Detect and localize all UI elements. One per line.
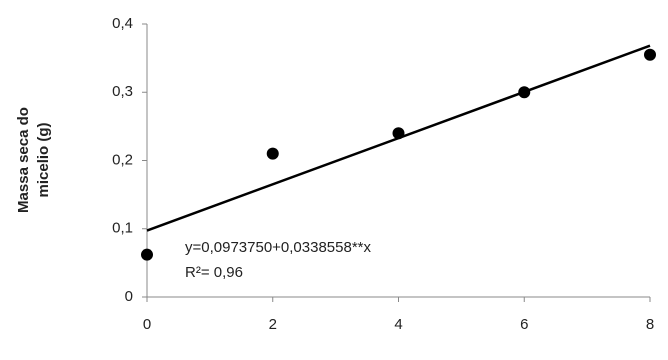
y-axis-label: micelio (g) [35,122,52,197]
x-tick-label: 6 [520,316,528,333]
x-tick-label: 0 [143,316,151,333]
annotation: y=0,0973750+0,0338558**x [185,239,372,256]
data-point [644,48,656,61]
y-tick-label: 0,3 [112,83,133,100]
y-axis-label: Massa seca do [15,107,32,213]
data-point [518,86,531,99]
x-tick-label: 2 [269,316,277,333]
data-point [141,248,153,261]
annotation: R²= 0,96 [185,264,243,281]
x-tick-label: 8 [646,316,654,333]
x-tick-label: 4 [394,316,402,333]
y-tick-label: 0 [125,288,133,305]
data-point [392,127,405,140]
y-tick-label: 0,1 [112,220,133,237]
y-tick-label: 0,2 [112,151,133,168]
y-tick-label: 0,4 [112,15,133,32]
data-point [266,147,279,160]
